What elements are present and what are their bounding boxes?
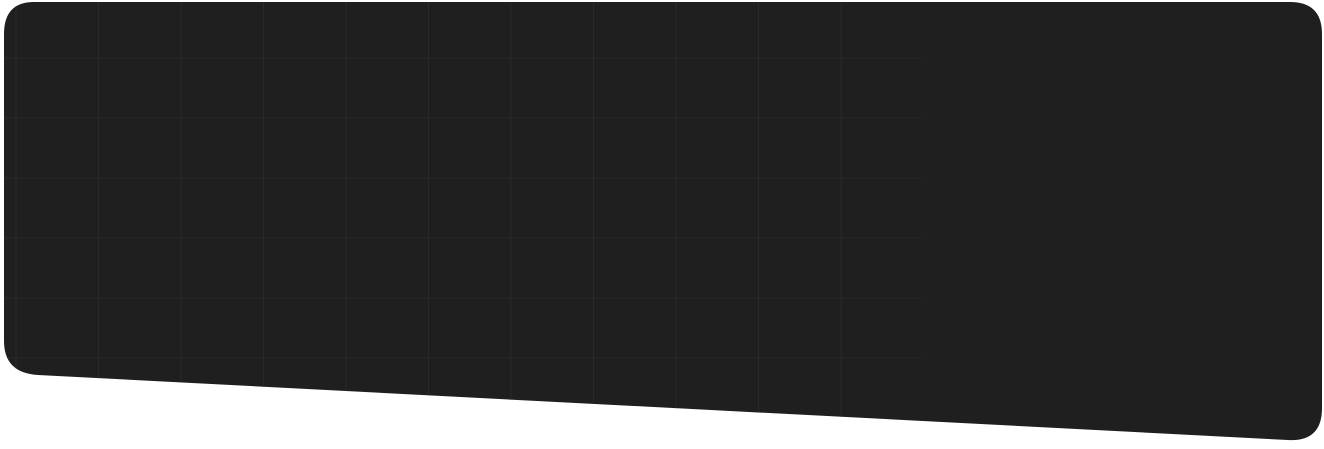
slanted-dark-panel	[4, 2, 1322, 441]
background-grid	[4, 2, 922, 438]
